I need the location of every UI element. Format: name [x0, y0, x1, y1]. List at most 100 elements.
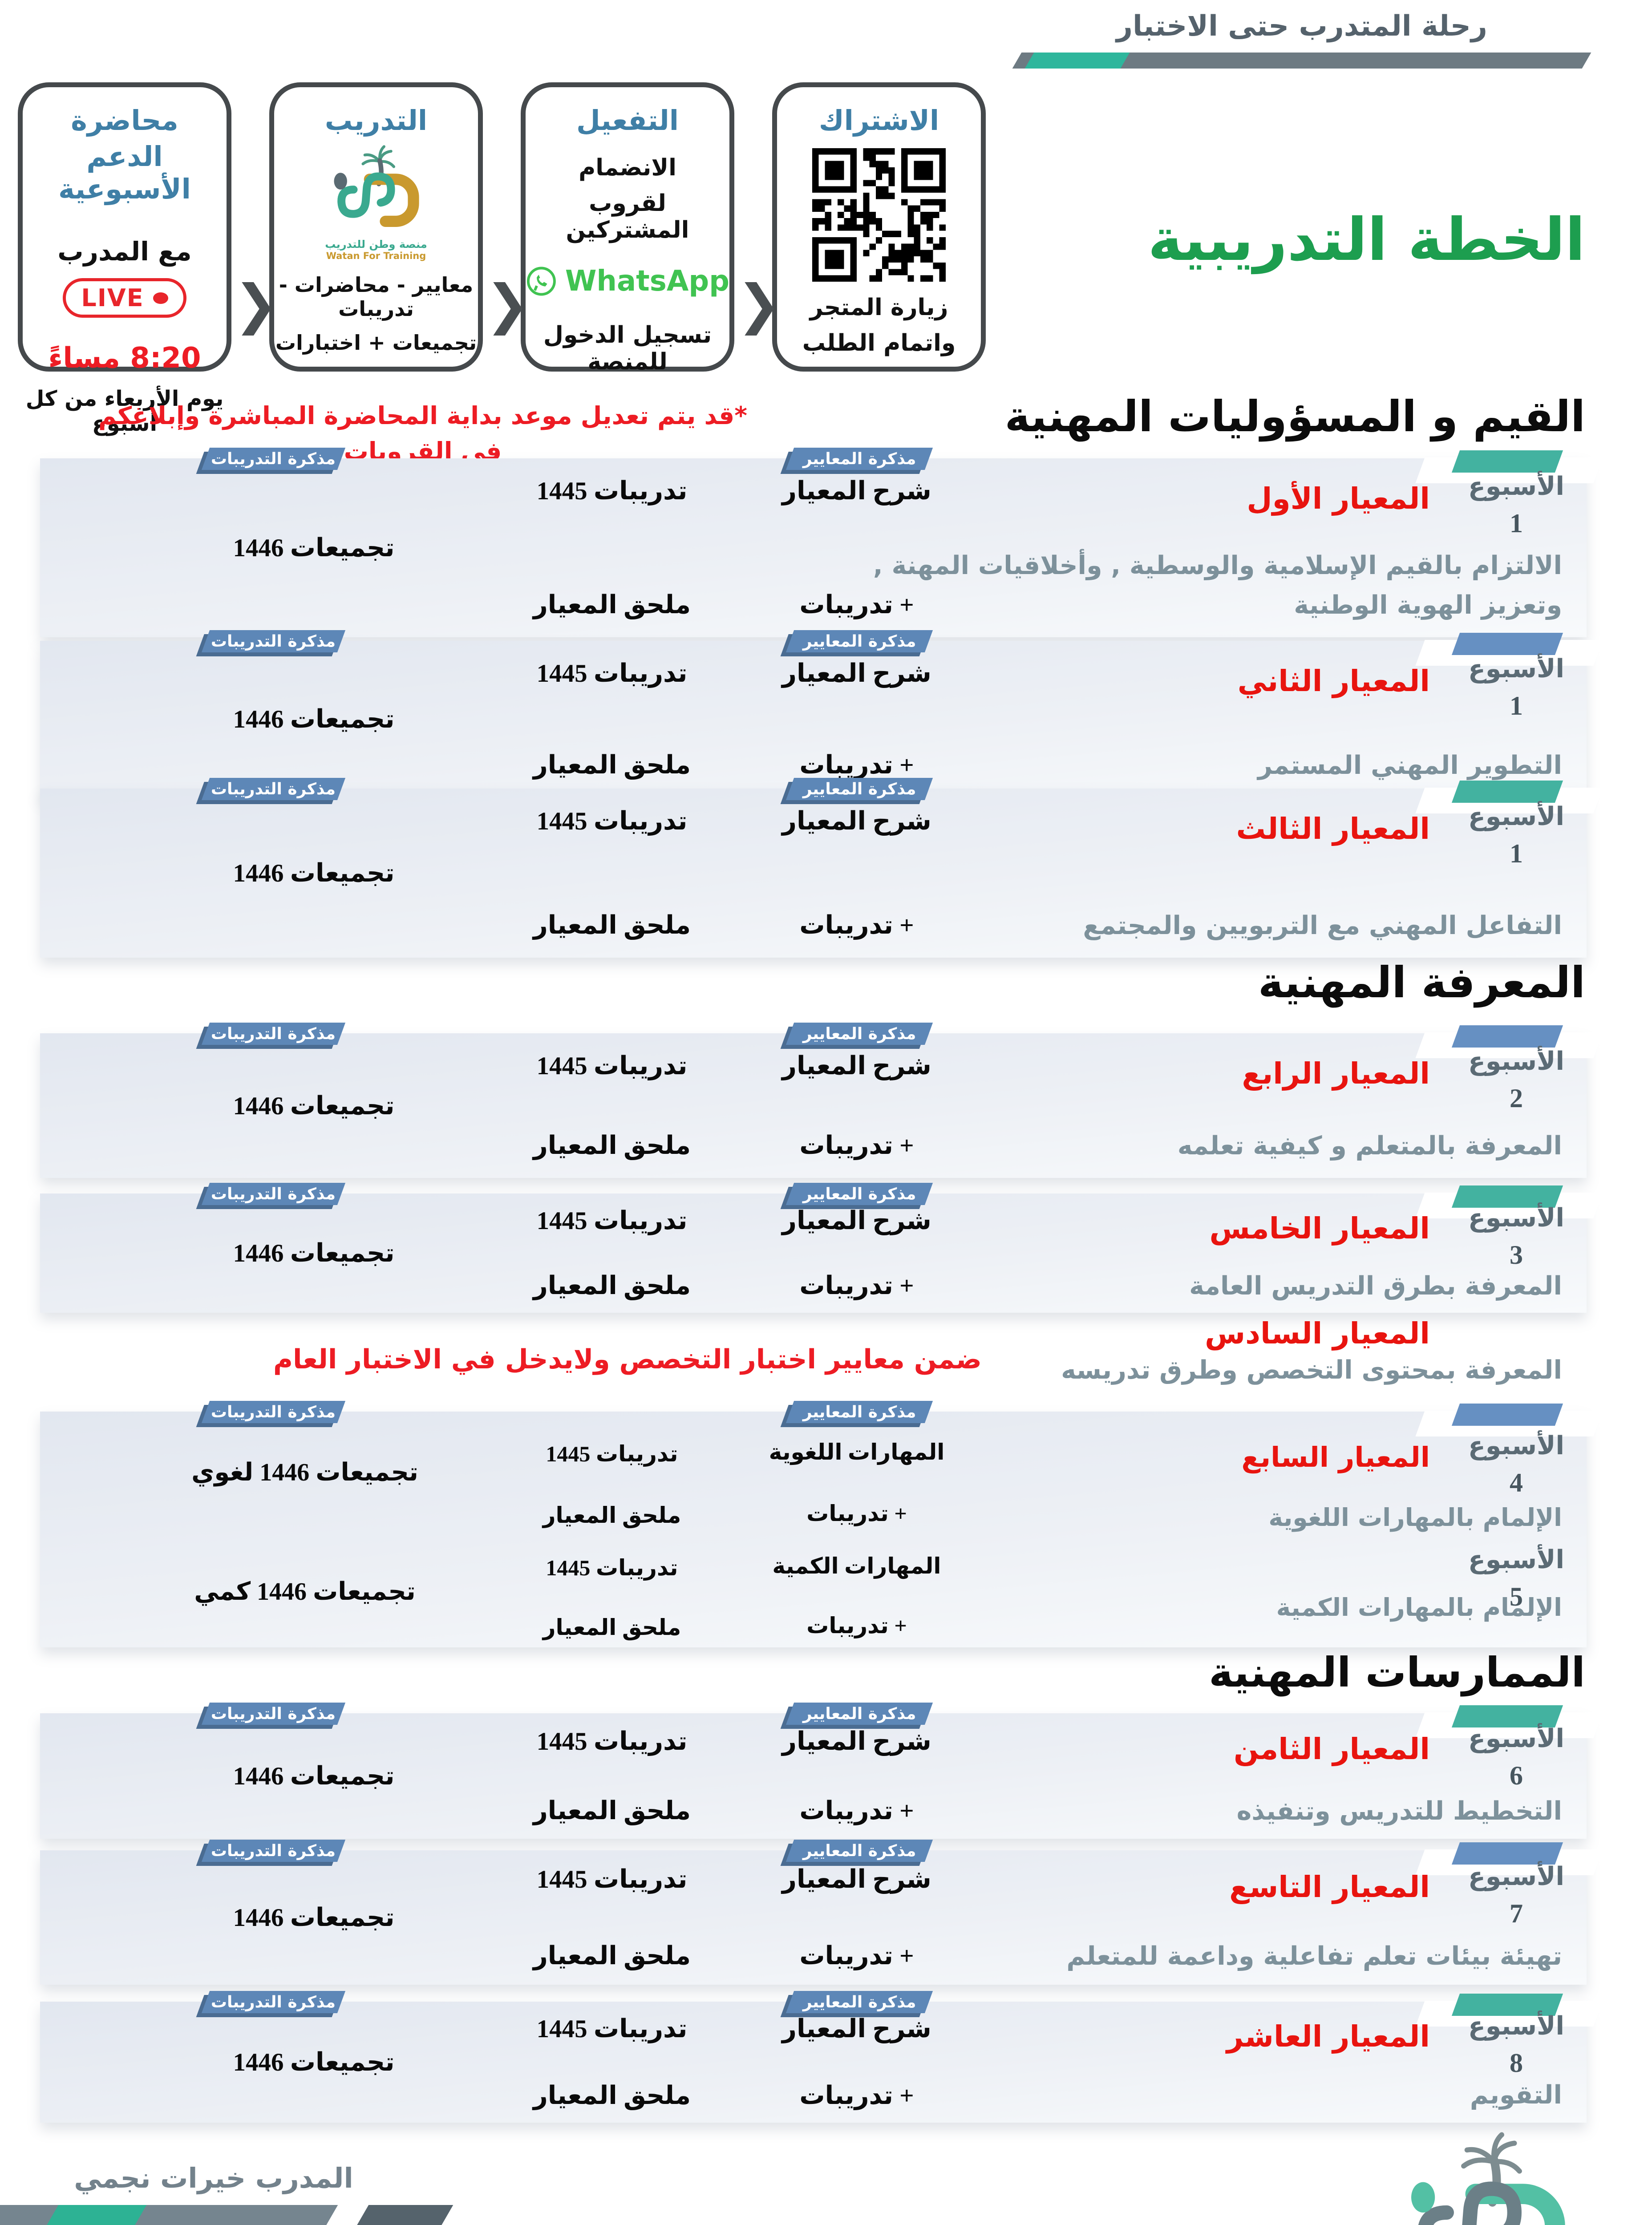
step-training-line1: معايير - محاضرات - تدريبات	[279, 273, 474, 321]
week-indicator: الأسبوع 4	[1468, 1431, 1564, 1497]
watan-logo-icon: منصة وطن للتدريب Watan For Training	[320, 143, 432, 261]
week-indicator: الأسبوع 6	[1468, 1724, 1564, 1790]
watan-logo-footer: منصة وطن للتدريب Watan For Training	[1385, 2128, 1590, 2225]
journey-progress-bar	[1012, 53, 1591, 69]
week-arrow	[1451, 1404, 1563, 1426]
standard-row-4: مذكرة التدريبات مذكرة المعايير الأسبوع 2…	[40, 1023, 1603, 1178]
quantitative-skills-cell: المهارات الكمية	[772, 1553, 941, 1578]
trainings-notebook-banner: مذكرة التدريبات	[201, 1840, 346, 1862]
standard-desc: التفاعل المهني مع التربويين والمجتمع	[1083, 910, 1562, 940]
watan-logo-english: Watan For Training	[326, 251, 426, 261]
week-indicator: الأسبوع 8	[1468, 2011, 1564, 2078]
explain-column: شرح المعيار + تدريبات	[782, 1865, 931, 1970]
flow-arrow-icon: ❮	[234, 274, 279, 336]
trainings-notebook-banner: مذكرة التدريبات	[201, 1023, 346, 1045]
collections-column: تجميعات 1446	[233, 859, 395, 887]
standard-title: المعيار الرابع	[1242, 1056, 1430, 1091]
standard-title: المعيار التاسع	[1229, 1870, 1430, 1904]
trainings-column: تدريبات 1445 ملحق المعيار	[533, 2015, 691, 2110]
standard-title: المعيار الأول	[1247, 481, 1430, 516]
standard-desc: التقويم	[1470, 2080, 1562, 2110]
standard-desc: المعرفة بمحتوى التخصص وطرق تدريسه	[1061, 1355, 1562, 1385]
page-title: الخطة التدريبية	[1148, 206, 1585, 274]
watan-logo-arabic: منصة وطن للتدريب	[325, 238, 427, 251]
journey-progress-green	[1024, 53, 1130, 69]
standard-title: المعيار السادس	[1205, 1316, 1430, 1351]
collections-column: تجميعات 1446	[233, 1239, 395, 1267]
trainings-notebook-banner: مذكرة التدريبات	[201, 1401, 346, 1423]
standards-notebook-banner: مذكرة المعايير	[786, 1023, 933, 1045]
week-arrow	[1451, 781, 1563, 803]
linguistic-trainings-cell: + تدريبات	[806, 1501, 907, 1526]
explain-column: شرح المعيار + تدريبات	[782, 1052, 931, 1160]
trainings-notebook-banner: مذكرة التدريبات	[201, 1991, 346, 2013]
standard-desc: المعرفة بالمتعلم و كيفية تعلمه	[1177, 1131, 1562, 1161]
standard-row-10: مذكرة التدريبات مذكرة المعايير الأسبوع 8…	[40, 1991, 1603, 2123]
step-subscribe: الاشتراك زيارة المتجر واتمام الطلب	[772, 82, 986, 372]
standard-title: المعيار الخامس	[1209, 1211, 1430, 1246]
standard-desc: المعرفة بطرق التدريس العامة	[1189, 1271, 1562, 1301]
trainings-notebook-banner: مذكرة التدريبات	[201, 778, 346, 800]
step-lecture-line2: يوم الأربعاء من كل أسبوع	[25, 386, 224, 436]
explain-column: شرح المعيار + تدريبات	[782, 1207, 931, 1300]
standards-notebook-banner: مذكرة المعايير	[786, 1703, 933, 1725]
explain-column: شرح المعيار + تدريبات	[782, 807, 931, 939]
collections-column: تجميعات 1446	[233, 1762, 395, 1790]
explain-column: شرح المعيار + تدريبات	[782, 1727, 931, 1825]
standard-desc: التطوير المهني المستمر	[1258, 750, 1562, 780]
week-arrow	[1451, 1025, 1563, 1048]
step-subscribe-caption1: زيارة المتجر	[810, 294, 948, 321]
live-dot-icon	[153, 292, 168, 304]
week-indicator: الأسبوع 1	[1468, 802, 1564, 868]
standards-notebook-banner: مذكرة المعايير	[786, 1840, 933, 1862]
trainings-notebook-banner: مذكرة التدريبات	[201, 630, 346, 652]
live-badge: LIVE	[63, 278, 186, 318]
trainings-notebook-banner: مذكرة التدريبات	[201, 448, 346, 470]
step-activate-line2: لقروب المشتركين	[566, 190, 689, 243]
step-lecture-title2: الدعم الأسبوعية	[58, 140, 191, 205]
week-arrow	[1451, 450, 1563, 473]
explain-column: شرح المعيار + تدريبات	[782, 659, 931, 779]
step-training-line2: تجميعات + اختبارات	[275, 331, 477, 355]
trainings-column: تدريبات 1445 ملحق المعيار	[533, 1052, 691, 1160]
course-year: 2026	[38, 2220, 152, 2225]
collections-linguistic-cell: تجميعات 1446 لغوي	[191, 1459, 418, 1486]
standards-notebook-banner: مذكرة المعايير	[786, 778, 933, 800]
quantitative-trainings-cell: + تدريبات	[806, 1613, 907, 1638]
standard-desc-linguistic: الإلمام بالمهارات اللغوية	[1268, 1503, 1562, 1532]
step-training: التدريب منصة وطن للتدريب Watan For Train…	[269, 82, 483, 372]
flow-arrow-icon: ❮	[485, 274, 530, 336]
standard-title: المعيار العاشر	[1226, 2019, 1430, 2054]
standard-row-7: مذكرة التدريبات مذكرة المعايير الأسبوع 4…	[40, 1401, 1603, 1647]
step-subscribe-caption2: واتمام الطلب	[802, 330, 956, 356]
whatsapp-icon	[526, 267, 556, 296]
step-activate-line1: الانضمام	[579, 154, 676, 181]
week-arrow	[1451, 633, 1563, 655]
explain-column: شرح المعيار + تدريبات	[782, 477, 931, 619]
standard-row-2: مذكرة التدريبات مذكرة المعايير الأسبوع 1…	[40, 630, 1603, 797]
week-indicator: الأسبوع 3	[1468, 1203, 1564, 1270]
standard-desc: التخطيط للتدريس وتنفيذه	[1236, 1796, 1562, 1826]
footer-bar-segment	[134, 2205, 338, 2225]
standard-annex-cell: ملحق المعيار	[543, 1615, 681, 1640]
collections-column: تجميعات 1446	[233, 705, 395, 733]
week-indicator: الأسبوع 5	[1468, 1545, 1564, 1611]
trainings-column: تدريبات 1445 ملحق المعيار	[533, 1207, 691, 1300]
collections-quantitative-cell: تجميعات 1446 كمي	[194, 1578, 416, 1606]
step-lecture: محاضرة الدعم الأسبوعية مع المدرب LIVE 8:…	[18, 82, 231, 436]
collections-column: تجميعات 1446	[233, 534, 395, 562]
standard-title: المعيار الثالث	[1236, 812, 1430, 846]
section-title-practices: الممارسات المهنية	[1209, 1649, 1585, 1696]
trainings-column: تدريبات 1445 ملحق المعيار	[533, 659, 691, 779]
trainings-column: تدريبات 1445 ملحق المعيار	[533, 1727, 691, 1825]
trainings-column: تدريبات 1445 ملحق المعيار	[533, 477, 691, 619]
standards-notebook-banner: مذكرة المعايير	[786, 630, 933, 652]
standard-row-6: المعيار السادس المعرفة بمحتوى التخصص وطر…	[40, 1316, 1587, 1392]
trainer-name: المدرب خيرات نجمي	[74, 2162, 353, 2194]
footer-bar-segment-dark	[356, 2205, 453, 2225]
standard-title: المعيار السابع	[1241, 1441, 1430, 1473]
collections-column: تجميعات 1446	[233, 1092, 395, 1120]
trainings-notebook-banner: مذكرة التدريبات	[201, 1183, 346, 1205]
week-indicator: الأسبوع 7	[1468, 1862, 1564, 1928]
trainings-1445-cell: تدريبات 1445	[546, 1555, 678, 1580]
